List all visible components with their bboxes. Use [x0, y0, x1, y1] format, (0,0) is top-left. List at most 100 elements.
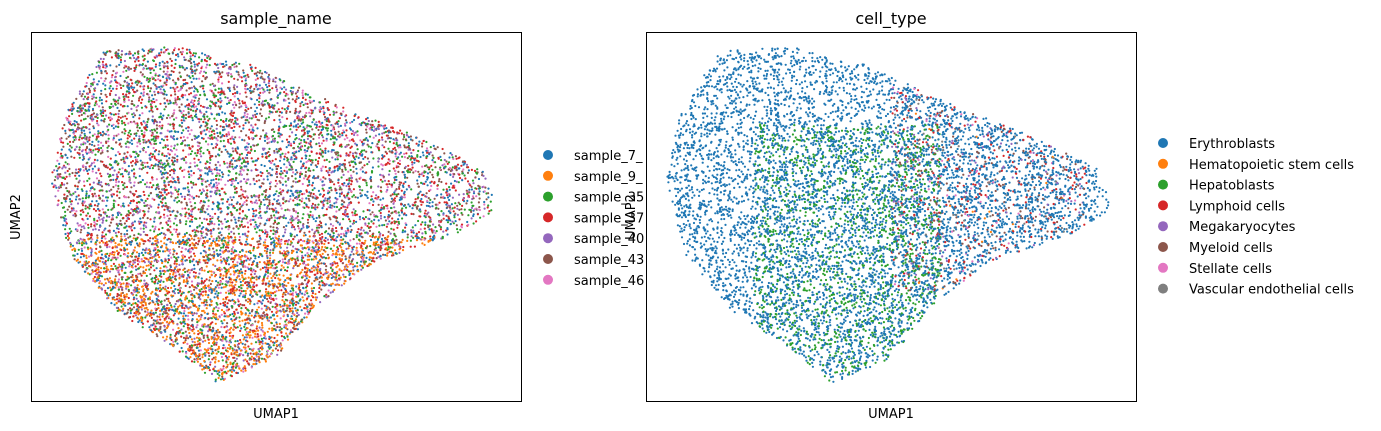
data-point [245, 240, 248, 243]
data-point [281, 172, 284, 175]
data-point [252, 177, 255, 180]
data-point [105, 100, 108, 103]
data-point [142, 242, 145, 245]
data-point [321, 165, 324, 168]
data-point [172, 253, 175, 256]
data-point [117, 278, 120, 281]
data-point [202, 255, 206, 259]
data-point [396, 139, 399, 142]
data-point [365, 131, 368, 134]
data-point [249, 328, 252, 331]
data-point [127, 165, 130, 168]
data-point [136, 212, 139, 215]
data-point [377, 203, 380, 206]
data-point [283, 155, 286, 158]
data-point [348, 164, 352, 167]
data-point [247, 178, 250, 181]
data-point [124, 129, 127, 132]
data-point [199, 161, 202, 164]
data-point [252, 212, 255, 215]
data-point [275, 84, 278, 87]
data-point [301, 224, 305, 227]
data-point [239, 170, 242, 173]
data-point [207, 270, 210, 274]
data-point [284, 94, 287, 97]
data-point [392, 202, 395, 205]
data-point [458, 176, 462, 180]
data-point [176, 95, 179, 99]
data-point [177, 270, 180, 273]
data-point [406, 239, 409, 242]
data-point [419, 238, 422, 241]
data-point [173, 66, 176, 69]
data-point [142, 227, 145, 230]
data-point [96, 219, 99, 222]
data-point [148, 77, 151, 80]
data-point [268, 308, 271, 311]
data-point [252, 215, 255, 218]
data-point [253, 316, 256, 319]
data-point [303, 192, 306, 195]
data-point [308, 199, 311, 202]
data-point [169, 337, 172, 340]
data-point [244, 233, 247, 236]
data-point [464, 177, 467, 180]
data-point [240, 185, 243, 188]
data-point [178, 263, 181, 266]
data-point [335, 165, 338, 168]
data-point [170, 294, 173, 297]
data-point [364, 239, 367, 242]
data-point [115, 298, 119, 301]
data-point [249, 131, 253, 134]
data-point [397, 146, 400, 149]
data-point [110, 302, 113, 305]
data-point [245, 116, 248, 119]
data-point [276, 141, 279, 144]
data-point [94, 87, 97, 90]
data-point [247, 75, 250, 78]
data-point [483, 207, 486, 210]
data-point [240, 162, 243, 165]
data-point [147, 239, 150, 242]
data-point [178, 109, 181, 112]
data-point [325, 265, 328, 268]
data-point [231, 336, 234, 339]
data-point [474, 176, 477, 179]
data-point [283, 163, 286, 166]
data-point [135, 106, 138, 109]
data-point [283, 169, 286, 172]
data-point [153, 140, 156, 143]
data-point [210, 317, 213, 320]
data-point [90, 253, 93, 256]
data-point [386, 186, 389, 189]
data-point [79, 237, 82, 240]
data-point [215, 352, 218, 355]
data-point [217, 105, 220, 108]
data-point [281, 252, 284, 255]
data-point [227, 308, 231, 311]
data-point [383, 179, 387, 182]
data-point [91, 167, 94, 170]
data-point [412, 157, 415, 160]
data-point [302, 226, 305, 229]
data-point [274, 347, 277, 350]
data-point [100, 175, 103, 178]
data-point [138, 288, 141, 291]
data-point [209, 214, 212, 218]
data-point [195, 77, 198, 80]
data-point [166, 303, 169, 306]
data-point [411, 207, 414, 210]
data-point [222, 257, 225, 260]
data-point [190, 186, 194, 189]
data-point [127, 99, 130, 102]
data-point [281, 261, 285, 264]
data-point [191, 260, 194, 263]
data-point [140, 82, 143, 85]
data-point [193, 267, 196, 270]
data-point [107, 140, 110, 143]
data-point [216, 252, 219, 256]
data-point [176, 201, 179, 204]
data-point [96, 159, 99, 162]
data-point [402, 182, 405, 185]
data-point [423, 238, 426, 241]
